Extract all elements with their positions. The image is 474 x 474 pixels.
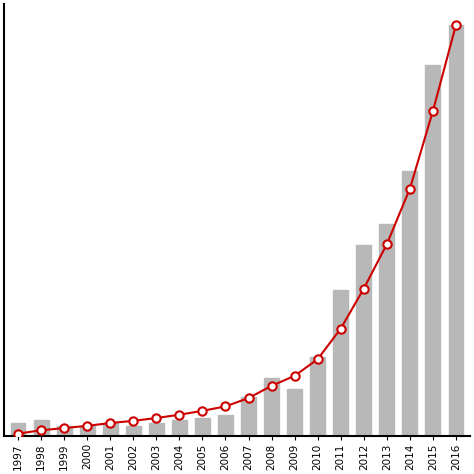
Bar [80, 426, 95, 437]
Bar [426, 64, 440, 437]
Bar [172, 420, 187, 437]
Bar [264, 378, 279, 437]
Bar [56, 426, 72, 437]
Bar [333, 290, 348, 437]
Bar [287, 389, 302, 437]
Bar [10, 423, 26, 437]
Bar [310, 357, 325, 437]
Bar [402, 171, 418, 437]
Bar [126, 426, 141, 437]
Bar [103, 423, 118, 437]
Bar [195, 418, 210, 437]
Bar [241, 397, 256, 437]
Bar [379, 224, 394, 437]
Bar [34, 420, 48, 437]
Bar [448, 25, 464, 437]
Bar [149, 423, 164, 437]
Bar [356, 245, 371, 437]
Bar [218, 415, 233, 437]
